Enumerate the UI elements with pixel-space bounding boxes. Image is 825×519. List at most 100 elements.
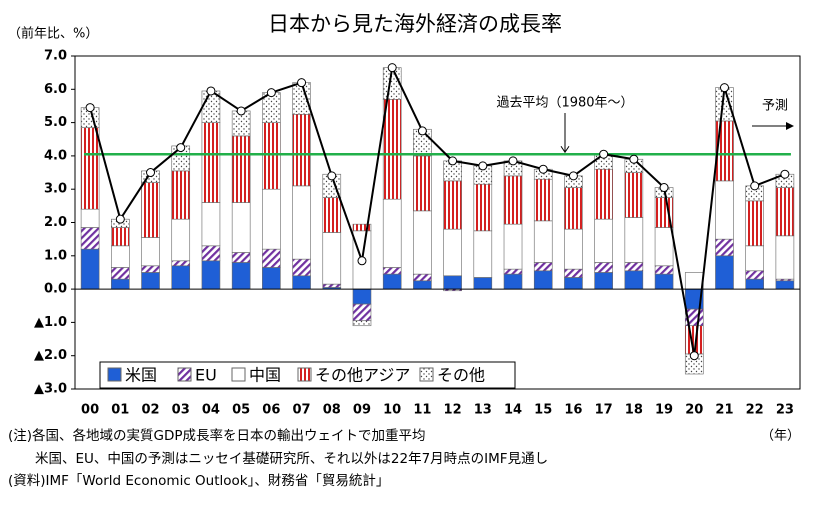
bar-segment bbox=[594, 168, 613, 220]
bar-segment bbox=[745, 200, 764, 247]
total-point bbox=[417, 126, 427, 136]
bar-segment bbox=[503, 273, 523, 290]
bar-segment bbox=[624, 217, 644, 263]
bar-segment bbox=[171, 265, 191, 290]
bar-segment bbox=[352, 223, 372, 232]
bar-segment bbox=[564, 187, 583, 230]
bar-segment bbox=[352, 288, 372, 305]
y-tick-label: 7.0 bbox=[44, 49, 67, 64]
x-tick-label: 11 bbox=[413, 403, 431, 418]
bar-segment bbox=[171, 260, 191, 267]
bar-segment bbox=[201, 245, 221, 262]
forecast-label: 予測 bbox=[762, 99, 788, 114]
bar-segment bbox=[201, 122, 221, 203]
bar-segment bbox=[80, 227, 100, 250]
total-point bbox=[236, 106, 246, 116]
bar-segment bbox=[624, 270, 644, 290]
bar-segment bbox=[171, 218, 191, 262]
x-tick-label: 19 bbox=[655, 403, 673, 418]
bar-segment bbox=[715, 238, 734, 257]
x-tick-label: 16 bbox=[564, 403, 582, 418]
x-tick-label: 03 bbox=[172, 403, 190, 418]
bar-segment bbox=[413, 280, 432, 290]
reference-label: 過去平均（1980年～） bbox=[496, 96, 633, 111]
bar-segment bbox=[231, 135, 251, 203]
bar-segment bbox=[654, 265, 674, 275]
bar-segment bbox=[413, 273, 432, 282]
y-tick-label: ▲2.0 bbox=[34, 348, 67, 363]
bar-segment bbox=[171, 170, 191, 220]
total-point bbox=[176, 143, 186, 153]
bar-segment bbox=[473, 277, 493, 290]
total-line bbox=[89, 64, 786, 356]
bar-segment bbox=[322, 283, 342, 288]
bar-segment bbox=[141, 265, 160, 273]
y-tick-label: 6.0 bbox=[44, 82, 67, 97]
bar-segment bbox=[413, 210, 432, 275]
total-point bbox=[719, 83, 729, 93]
bar-segment bbox=[111, 278, 130, 290]
bar-segment bbox=[322, 232, 342, 285]
legend-label: その他アジア bbox=[315, 366, 410, 385]
bar-segment bbox=[594, 218, 613, 263]
bar-segment bbox=[413, 155, 432, 212]
bar-segment bbox=[564, 277, 583, 290]
legend-label: 米国 bbox=[125, 366, 157, 385]
bar-segment bbox=[80, 127, 100, 210]
bar-segment bbox=[201, 260, 221, 290]
y-axis-label: （前年比、%） bbox=[8, 26, 98, 42]
bar-segment bbox=[262, 122, 281, 190]
y-tick-label: 4.0 bbox=[44, 148, 67, 163]
chart-title: 日本から見た海外経済の成長率 bbox=[268, 12, 562, 36]
bar-segment bbox=[382, 273, 402, 290]
bar-segment bbox=[141, 237, 160, 267]
total-point bbox=[266, 88, 276, 98]
total-point bbox=[297, 78, 307, 88]
total-point bbox=[568, 171, 578, 181]
bar-segment bbox=[292, 82, 311, 115]
total-point bbox=[85, 103, 95, 113]
legend-swatch bbox=[231, 367, 246, 382]
bar-segment bbox=[775, 235, 795, 280]
total-point bbox=[599, 149, 609, 159]
bar-segment bbox=[141, 182, 160, 238]
bar-segment bbox=[352, 320, 372, 327]
bar-segment bbox=[80, 248, 100, 290]
total-point bbox=[357, 256, 367, 266]
bar-segment bbox=[564, 228, 583, 270]
x-tick-label: 14 bbox=[504, 403, 522, 418]
bar-segment bbox=[262, 267, 281, 290]
legend-label: EU bbox=[195, 366, 217, 385]
bar-segment bbox=[231, 252, 251, 263]
x-tick-label: 13 bbox=[474, 403, 492, 418]
x-tick-label: 23 bbox=[776, 403, 794, 418]
x-tick-label: 15 bbox=[534, 403, 552, 418]
total-point bbox=[327, 171, 337, 181]
bar-segment bbox=[594, 272, 613, 290]
total-point bbox=[146, 168, 156, 178]
legend-swatch bbox=[107, 367, 122, 382]
y-tick-label: 0.0 bbox=[44, 282, 67, 297]
bar-segment bbox=[533, 270, 553, 290]
note: 米国、EU、中国の予測はニッセイ基礎研究所、それ以外は22年7月時点のIMF見通… bbox=[8, 450, 548, 467]
bar-segment bbox=[262, 248, 281, 268]
total-point bbox=[387, 63, 397, 73]
x-tick-label: 17 bbox=[595, 403, 613, 418]
y-tick-label: 3.0 bbox=[44, 182, 67, 197]
forecast-arrowhead bbox=[786, 122, 794, 130]
y-tick-label: ▲1.0 bbox=[34, 315, 67, 330]
bar-segment bbox=[503, 268, 523, 275]
total-point bbox=[206, 86, 216, 96]
bar-segment bbox=[473, 183, 493, 232]
x-tick-label: 21 bbox=[715, 403, 733, 418]
bar-segment bbox=[624, 172, 644, 218]
bar-segment bbox=[231, 202, 251, 253]
total-point bbox=[448, 156, 458, 166]
y-tick-label: 5.0 bbox=[44, 115, 67, 130]
bar-segment bbox=[533, 178, 553, 222]
x-tick-label: 07 bbox=[293, 403, 311, 418]
bar-segment bbox=[473, 230, 493, 278]
bar-segment bbox=[533, 220, 553, 263]
